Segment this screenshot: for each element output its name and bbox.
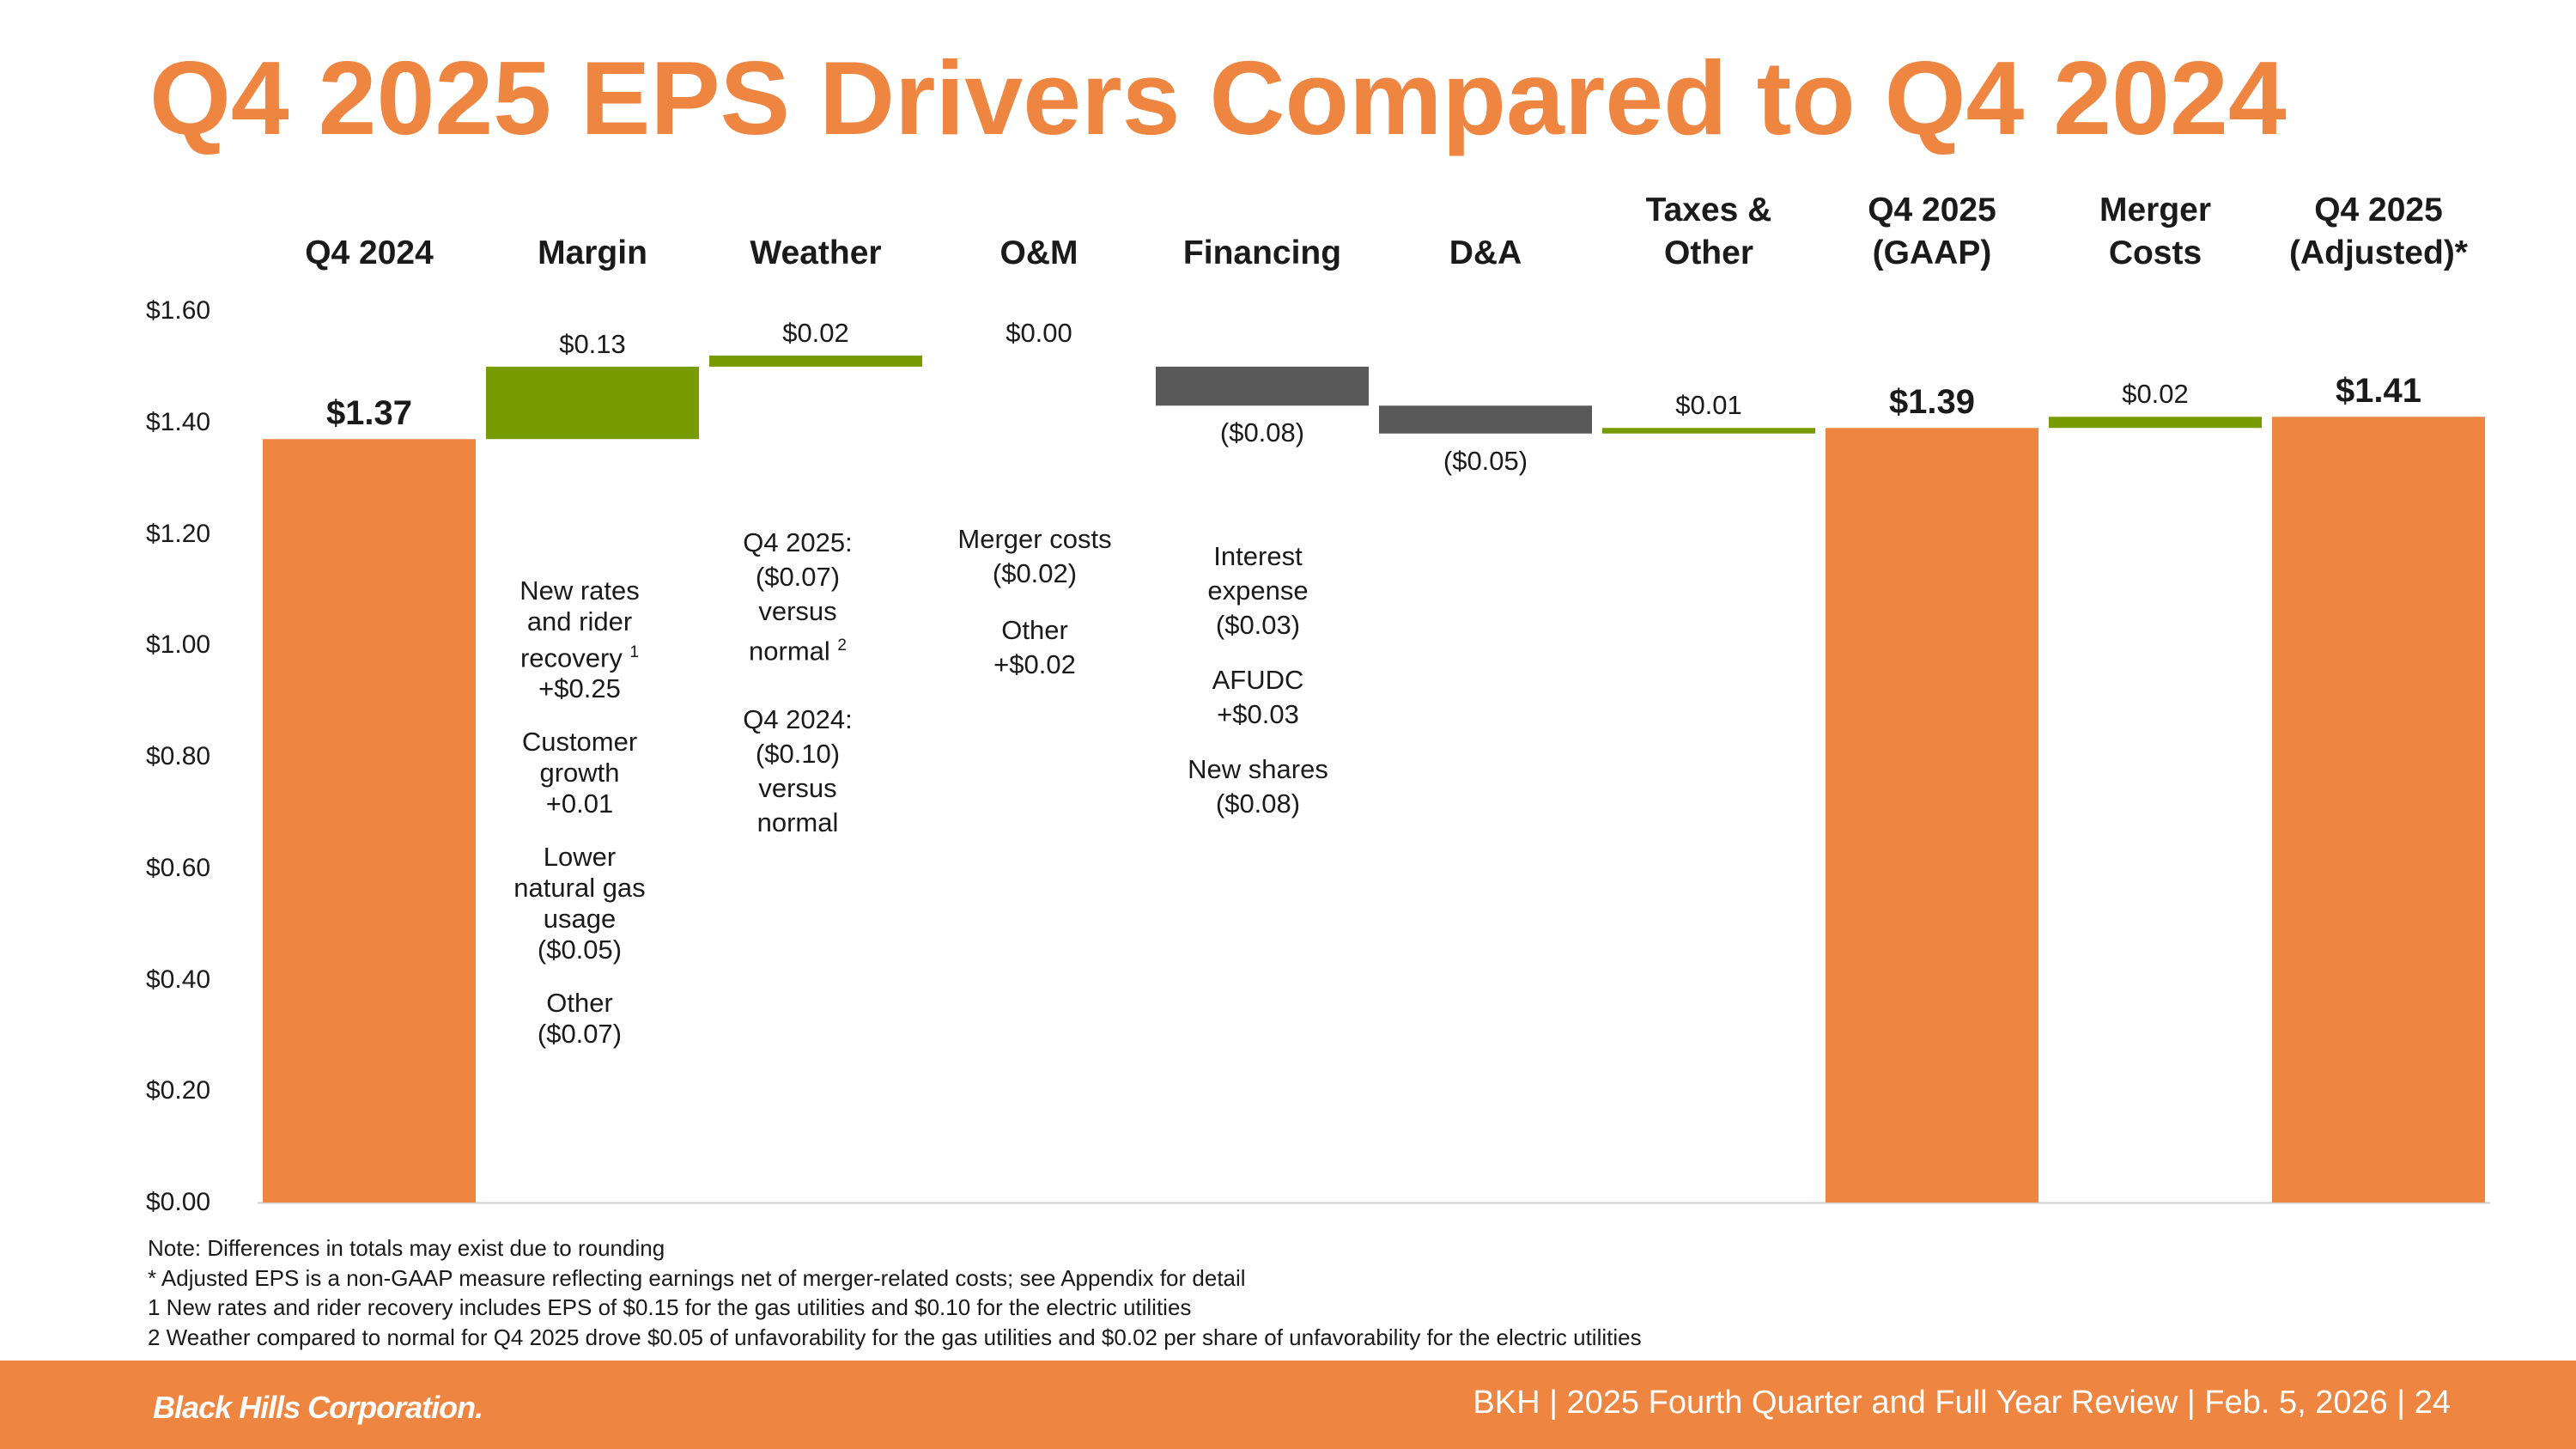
footer-text: BKH | 2025 Fourth Quarter and Full Year …: [1473, 1385, 2451, 1421]
value-label-taxes-other: $0.01: [1675, 390, 1742, 421]
header-q4-2025-gaap: Q4 2025 (GAAP): [1868, 192, 1996, 271]
footnote: 2 Weather compared to normal for Q4 2025…: [148, 1324, 1642, 1350]
header-da: D&A: [1449, 234, 1522, 271]
company-logo: Black Hills Corporation.: [153, 1390, 483, 1425]
header-weather: Weather: [750, 234, 882, 271]
bar-financing: [1156, 366, 1369, 406]
y-tick-label: $0.40: [146, 965, 211, 994]
y-tick-label: $0.00: [146, 1188, 211, 1216]
annotation-item: Interest expense ($0.03): [1207, 541, 1309, 640]
bar-margin: [486, 366, 699, 440]
footnote: * Adjusted EPS is a non-GAAP measure ref…: [148, 1264, 1246, 1291]
y-tick-label: $1.40: [146, 407, 211, 436]
y-tick-label: $1.00: [146, 630, 211, 660]
bar-q4-2024: [263, 439, 476, 1202]
om-annotation: Merger costs ($0.02) Other +$0.02: [927, 522, 1142, 704]
value-label-merger-costs: $0.02: [2122, 379, 2189, 410]
waterfall-chart: [258, 355, 2490, 1204]
value-label-weather: $0.02: [782, 317, 849, 348]
header-q4-2025-adjusted: Q4 2025 (Adjusted)*: [2289, 192, 2468, 271]
value-label-da: ($0.05): [1443, 445, 1528, 476]
footnotes: Note: Differences in totals may exist du…: [148, 1233, 1642, 1352]
header-merger-costs: Merger Costs: [2099, 192, 2212, 271]
header-margin: Margin: [538, 234, 647, 271]
annotation-item: New shares ($0.08): [1188, 754, 1328, 819]
footnote: Note: Differences in totals may exist du…: [148, 1235, 665, 1261]
y-tick-label: $1.60: [146, 296, 211, 325]
value-label-q4-2025-gaap: $1.39: [1888, 383, 1976, 422]
y-tick-label: $0.80: [146, 742, 211, 770]
annotation-item: Merger costs ($0.02): [957, 524, 1112, 588]
annotation-item: Other +$0.02: [993, 615, 1076, 679]
header-taxes-other: Taxes & Other: [1645, 192, 1772, 271]
header-om: O&M: [999, 234, 1078, 271]
annotation-item: Lower natural gas usage ($0.05): [513, 842, 646, 965]
y-tick-label: $1.20: [146, 519, 211, 548]
bar-d-a: [1379, 405, 1592, 434]
header-q4-2024: Q4 2024: [305, 234, 434, 271]
annotation-item: Customer growth +0.01: [521, 727, 638, 819]
bar-weather: [709, 355, 922, 367]
financing-annotation: Interest expense ($0.03) AFUDC +$0.03 Ne…: [1151, 539, 1365, 843]
header-financing: Financing: [1182, 234, 1342, 271]
value-label-margin: $0.13: [559, 328, 626, 359]
value-label-q4-2025-adjusted: $1.41: [2335, 372, 2422, 411]
weather-annotation: Q4 2025: ($0.07) versus normal 2 Q4 2024…: [690, 526, 905, 862]
value-label-om: $0.00: [1005, 317, 1072, 348]
bar-taxes-other: [1602, 428, 1815, 434]
bar-merger-costs: [2049, 417, 2262, 429]
annotation-item: Q4 2025: ($0.07) versus normal 2: [743, 527, 853, 667]
value-label-q4-2024: $1.37: [325, 394, 413, 433]
footer-bar: Black Hills Corporation. BKH | 2025 Four…: [0, 1361, 2576, 1449]
page-title: Q4 2025 EPS Drivers Compared to Q4 2024: [149, 40, 2287, 156]
y-tick-label: $0.20: [146, 1076, 211, 1105]
annotation-item: AFUDC +$0.03: [1212, 665, 1304, 729]
annotation-item: New rates and rider recovery 1 +$0.25: [519, 575, 640, 704]
footnote: 1 New rates and rider recovery includes …: [148, 1294, 1192, 1320]
margin-annotation: New rates and rider recovery 1 +$0.25 Cu…: [472, 575, 687, 1072]
annotation-item: Other ($0.07): [537, 988, 623, 1050]
bar-q4-2025-adjusted: [2272, 417, 2485, 1202]
annotation-item: Q4 2024: ($0.10) versus normal: [743, 704, 853, 838]
bar-q4-2025-gaap: [1826, 428, 2038, 1202]
value-label-financing: ($0.08): [1219, 417, 1305, 448]
y-tick-label: $0.60: [146, 853, 211, 882]
